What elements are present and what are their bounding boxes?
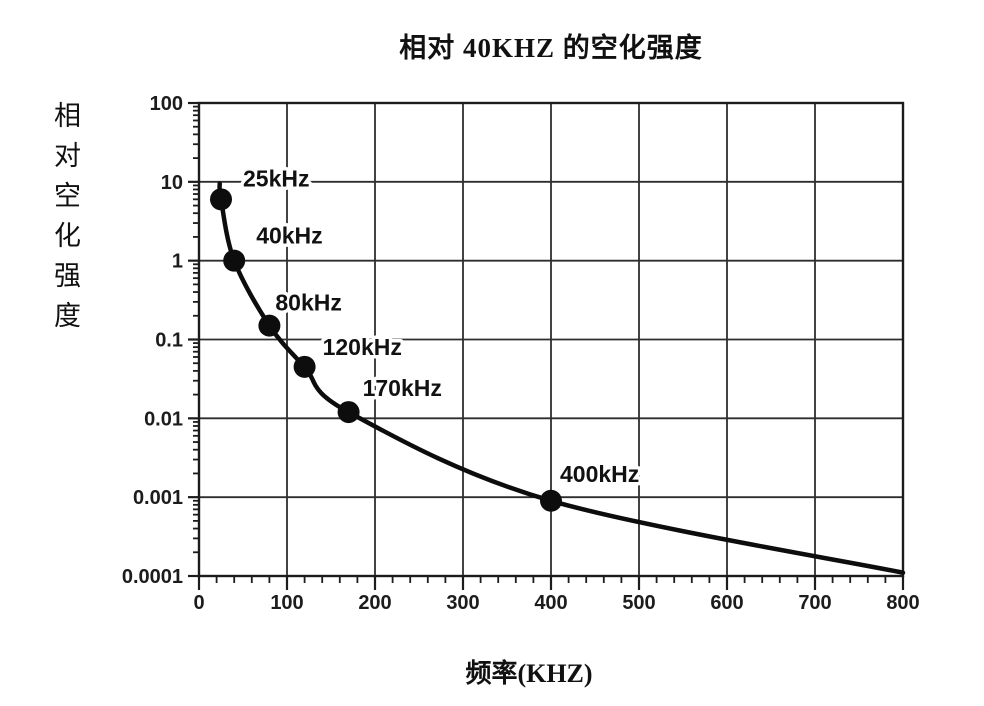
x-tick-label: 400: [534, 592, 567, 614]
x-tick-label: 800: [886, 592, 919, 614]
x-tick-label: 100: [270, 592, 303, 614]
data-point: [337, 401, 360, 424]
y-tick-label: 0.1: [155, 330, 183, 352]
point-label: 120kHz: [323, 334, 402, 360]
x-tick-label: 600: [710, 592, 743, 614]
y-tick-label: 0.001: [133, 487, 183, 509]
point-labels: 25kHz 40kHz 80kHz 120kHz 170kHz 400kHz: [240, 162, 643, 490]
data-point: [293, 355, 316, 378]
y-axis-ticks: [188, 101, 199, 578]
data-point: [258, 314, 281, 337]
point-label: 80kHz: [275, 290, 341, 316]
gridlines: [199, 103, 903, 576]
y-tick-label: 0.0001: [122, 566, 183, 588]
x-axis-tick-labels: 0 100 200 300 400 500 600 700 800: [193, 592, 919, 614]
y-axis-tick-labels: 100 10 1 0.1 0.01 0.001 0.0001: [122, 93, 183, 588]
y-tick-label: 10: [161, 172, 183, 194]
y-axis-title: 相对空化强度: [50, 101, 80, 341]
y-tick-label: 0.01: [144, 408, 183, 430]
x-tick-label: 0: [193, 592, 204, 614]
x-tick-label: 200: [358, 592, 391, 614]
data-points: [210, 188, 562, 512]
y-tick-label: 100: [150, 93, 183, 115]
x-axis-title: 频率(KHZ): [465, 659, 593, 688]
point-label: 40kHz: [256, 223, 322, 249]
x-tick-label: 700: [798, 592, 831, 614]
data-point: [223, 249, 246, 272]
intensity-curve: [217, 181, 906, 575]
x-tick-label: 500: [622, 592, 655, 614]
chart-title: 相对 40KHZ 的空化强度: [399, 33, 703, 63]
data-point: [210, 188, 232, 211]
x-tick-label: 300: [446, 592, 479, 614]
point-label: 170kHz: [363, 375, 442, 401]
point-label: 400kHz: [560, 461, 639, 487]
x-axis-ticks: [197, 576, 905, 590]
point-label: 25kHz: [243, 165, 309, 191]
y-tick-label: 1: [172, 251, 183, 273]
data-point: [540, 489, 562, 512]
